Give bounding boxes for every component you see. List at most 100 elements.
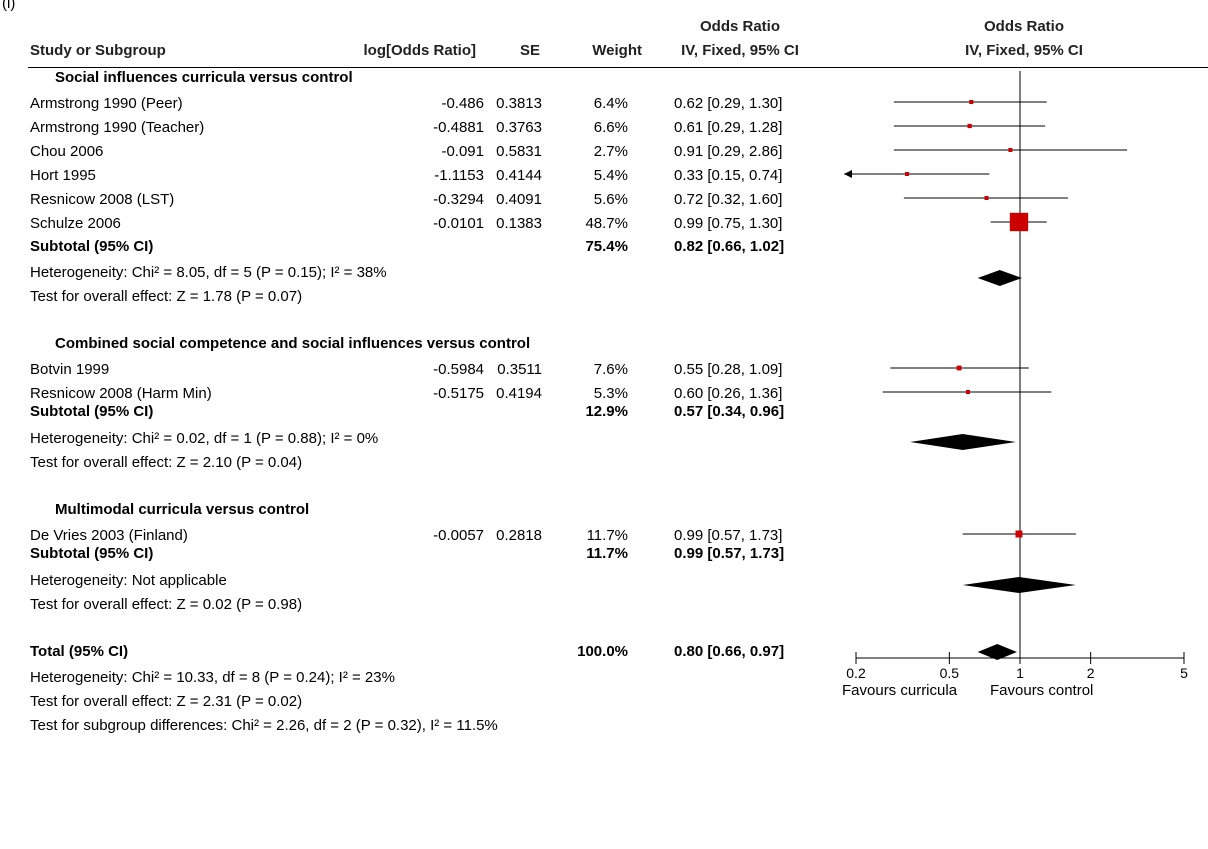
study-name: Resnicow 2008 (LST): [30, 191, 175, 208]
study-ci: 0.55 [0.28, 1.09]: [674, 361, 783, 378]
corner-label: (i): [2, 0, 16, 12]
study-marker: [956, 365, 962, 371]
or-column-title: Odds Ratio: [699, 18, 780, 35]
heterogeneity-text: Heterogeneity: Not applicable: [30, 572, 227, 589]
study-logor: -0.3294: [433, 191, 484, 208]
subtotal-diamond: [962, 577, 1076, 593]
study-weight: 5.4%: [593, 167, 628, 184]
study-se: 0.4194: [496, 385, 542, 402]
weight-column-header: Weight: [592, 42, 642, 59]
study-marker: [967, 123, 972, 129]
header-rule: [28, 67, 1208, 68]
study-logor: -0.4881: [433, 119, 484, 136]
group-title: Combined social competence and social in…: [55, 335, 531, 352]
subgroup-differences-text: Test for subgroup differences: Chi² = 2.…: [30, 717, 498, 734]
group-title: Social influences curricula versus contr…: [55, 69, 353, 86]
subtotal-weight: 12.9%: [585, 403, 628, 420]
subtotal-label: Subtotal (95% CI): [30, 238, 154, 255]
subtotal-diamond: [910, 434, 1016, 450]
subtotal-ci: 0.82 [0.66, 1.02]: [674, 238, 785, 255]
total-ci: 0.80 [0.66, 0.97]: [674, 643, 785, 660]
study-marker: [984, 196, 989, 200]
group-title: Multimodal curricula versus control: [55, 501, 310, 518]
total-diamond: [977, 644, 1017, 660]
ci-clip-arrow: [844, 170, 852, 178]
study-logor: -0.5175: [433, 385, 484, 402]
study-marker: [1009, 212, 1029, 232]
heterogeneity-text: Heterogeneity: Chi² = 8.05, df = 5 (P = …: [30, 264, 387, 281]
x-tick-label: 0.2: [846, 665, 866, 681]
study-se: 0.4091: [496, 191, 542, 208]
subtotal-label: Subtotal (95% CI): [30, 403, 154, 420]
study-name: Hort 1995: [30, 167, 96, 184]
study-se: 0.5831: [496, 143, 542, 160]
overall-effect-text: Test for overall effect: Z = 1.78 (P = 0…: [30, 288, 303, 305]
subtotal-ci: 0.57 [0.34, 0.96]: [674, 403, 785, 420]
study-ci: 0.60 [0.26, 1.36]: [674, 385, 783, 402]
study-ci: 0.91 [0.29, 2.86]: [674, 143, 783, 160]
overall-effect-text: Test for overall effect: Z = 2.10 (P = 0…: [30, 454, 303, 471]
study-ci: 0.99 [0.75, 1.30]: [674, 215, 783, 232]
study-name: Resnicow 2008 (Harm Min): [30, 385, 212, 402]
x-tick-label: 0.5: [940, 665, 960, 681]
subtotal-diamond: [977, 270, 1023, 286]
study-logor: -0.091: [441, 143, 484, 160]
study-weight: 7.6%: [593, 361, 628, 378]
favours-left-label: Favours curricula: [842, 682, 958, 699]
logor-column-header: log[Odds Ratio]: [363, 42, 477, 59]
study-ci: 0.62 [0.29, 1.30]: [674, 95, 783, 112]
favours-right-label: Favours control: [990, 682, 1094, 699]
total-heterogeneity-text: Heterogeneity: Chi² = 10.33, df = 8 (P =…: [30, 669, 395, 686]
study-name: De Vries 2003 (Finland): [30, 527, 188, 544]
study-se: 0.3511: [497, 361, 542, 378]
study-column-header: Study or Subgroup: [30, 42, 166, 59]
subtotal-label: Subtotal (95% CI): [30, 545, 154, 562]
total-label: Total (95% CI): [30, 643, 129, 660]
study-se: 0.4144: [496, 167, 542, 184]
study-logor: -0.5984: [433, 361, 484, 378]
x-tick-label: 1: [1016, 665, 1024, 681]
study-marker: [965, 390, 970, 394]
study-marker: [1008, 148, 1013, 152]
study-ci: 0.99 [0.57, 1.73]: [674, 527, 783, 544]
study-name: Chou 2006: [30, 143, 104, 160]
study-se: 0.3813: [496, 95, 542, 112]
study-weight: 5.3%: [593, 385, 628, 402]
subtotal-weight: 75.4%: [585, 238, 628, 255]
total-weight: 100.0%: [577, 643, 628, 660]
study-ci: 0.33 [0.15, 0.74]: [674, 167, 783, 184]
x-tick-label: 5: [1180, 665, 1188, 681]
x-tick-label: 2: [1087, 665, 1095, 681]
study-name: Schulze 2006: [30, 215, 121, 232]
study-ci: 0.72 [0.32, 1.60]: [674, 191, 783, 208]
study-marker: [969, 99, 974, 105]
study-weight: 6.6%: [593, 119, 628, 136]
study-weight: 11.7%: [586, 527, 628, 544]
total-overall-effect-text: Test for overall effect: Z = 2.31 (P = 0…: [30, 693, 303, 710]
study-se: 0.1383: [496, 215, 542, 232]
study-marker: [1015, 530, 1023, 538]
plot-column-title: Odds Ratio: [983, 18, 1064, 35]
study-se: 0.3763: [496, 119, 542, 136]
study-weight: 6.4%: [593, 95, 628, 112]
study-ci: 0.61 [0.29, 1.28]: [674, 119, 783, 136]
plot-method-header: IV, Fixed, 95% CI: [965, 42, 1083, 59]
se-column-header: SE: [519, 42, 540, 59]
or-method-header: IV, Fixed, 95% CI: [681, 42, 799, 59]
subtotal-weight: 11.7%: [586, 545, 628, 562]
study-se: 0.2818: [496, 527, 542, 544]
study-logor: -1.1153: [434, 167, 484, 184]
overall-effect-text: Test for overall effect: Z = 0.02 (P = 0…: [30, 596, 303, 613]
study-weight: 2.7%: [593, 143, 628, 160]
study-logor: -0.0101: [433, 215, 484, 232]
study-name: Botvin 1999: [30, 361, 110, 378]
study-logor: -0.0057: [433, 527, 484, 544]
study-name: Armstrong 1990 (Teacher): [30, 119, 205, 136]
subtotal-ci: 0.99 [0.57, 1.73]: [674, 545, 785, 562]
study-weight: 5.6%: [593, 191, 628, 208]
heterogeneity-text: Heterogeneity: Chi² = 0.02, df = 1 (P = …: [30, 430, 379, 447]
study-weight: 48.7%: [585, 215, 628, 232]
study-name: Armstrong 1990 (Peer): [30, 95, 183, 112]
study-marker: [905, 172, 910, 176]
